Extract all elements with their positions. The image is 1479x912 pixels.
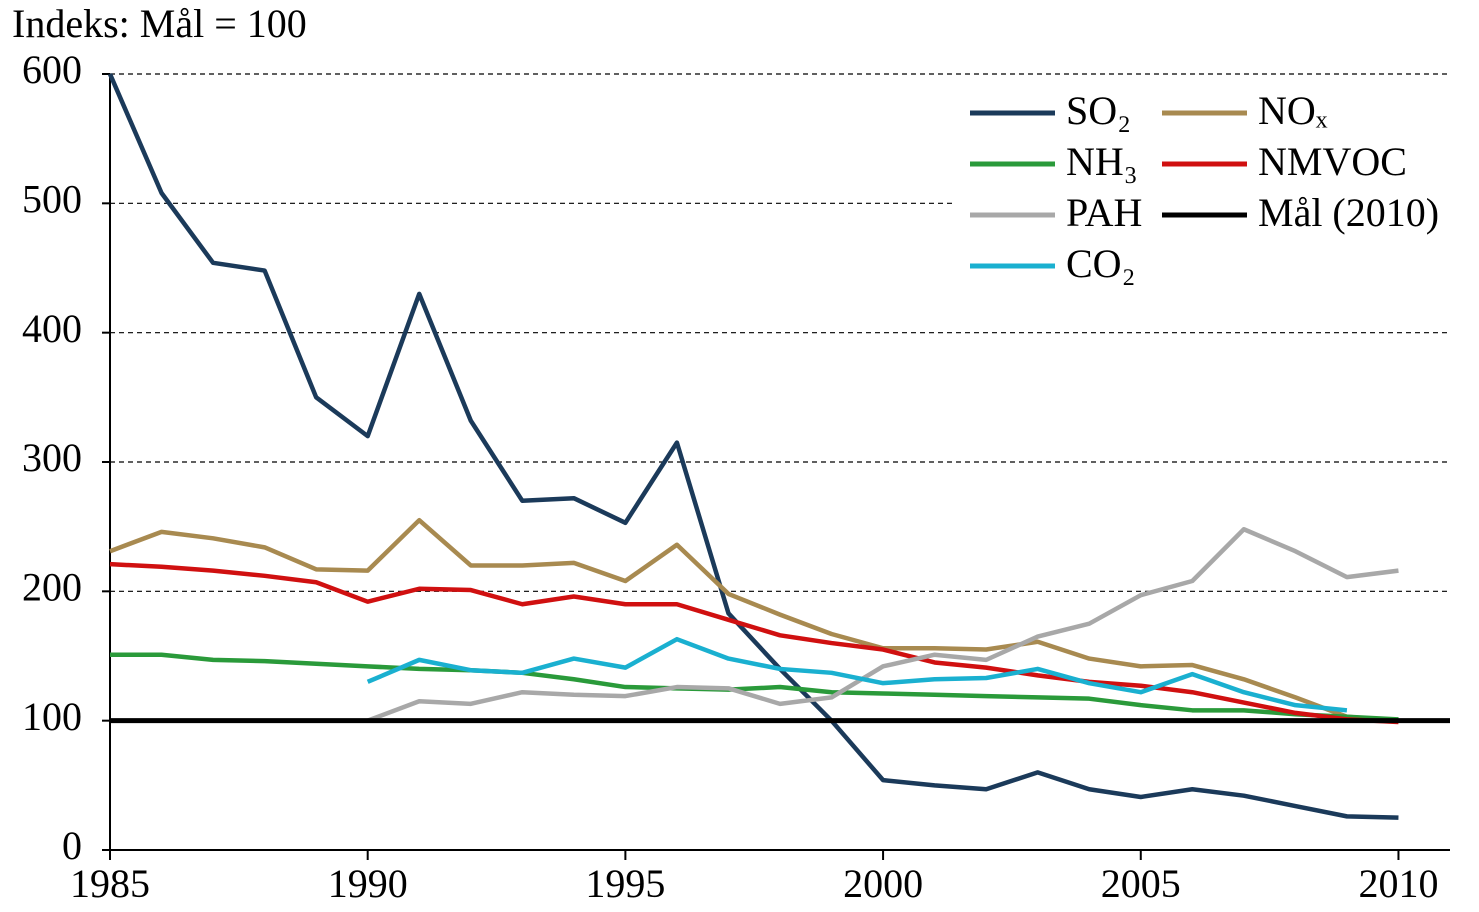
legend-label: Mål (2010) [1258, 190, 1439, 235]
x-tick-label: 2005 [1101, 861, 1181, 906]
legend-label: CO₂ [1066, 241, 1136, 286]
x-tick-label: 1990 [328, 861, 408, 906]
series-line [366, 636, 1348, 713]
series-line [366, 527, 1399, 723]
y-tick-label: 300 [22, 435, 82, 480]
series-line [110, 652, 1399, 722]
y-tick-label: 200 [22, 565, 82, 610]
legend-label: SO₂ [1066, 88, 1131, 133]
y-tick-label: 500 [22, 177, 82, 222]
x-tick-label: 1995 [585, 861, 665, 906]
y-tick-label: 0 [62, 823, 82, 868]
series-line [109, 561, 1399, 725]
x-tick-label: 1985 [70, 861, 150, 906]
x-tick-label: 2010 [1358, 861, 1438, 906]
y-tick-label: 400 [22, 306, 82, 351]
y-tick-label: 600 [22, 47, 82, 92]
x-tick-label: 2000 [843, 861, 923, 906]
legend-label: NOₓ [1258, 88, 1328, 133]
legend-label: PAH [1066, 190, 1142, 235]
legend-label: NH₃ [1066, 139, 1138, 184]
y-tick-label: 100 [22, 694, 82, 739]
y-axis-label: Indeks: Mål = 100 [12, 1, 307, 46]
series-line [107, 73, 1399, 820]
legend-background [955, 84, 1470, 294]
series-line [109, 517, 1399, 723]
legend-label: NMVOC [1258, 139, 1407, 184]
